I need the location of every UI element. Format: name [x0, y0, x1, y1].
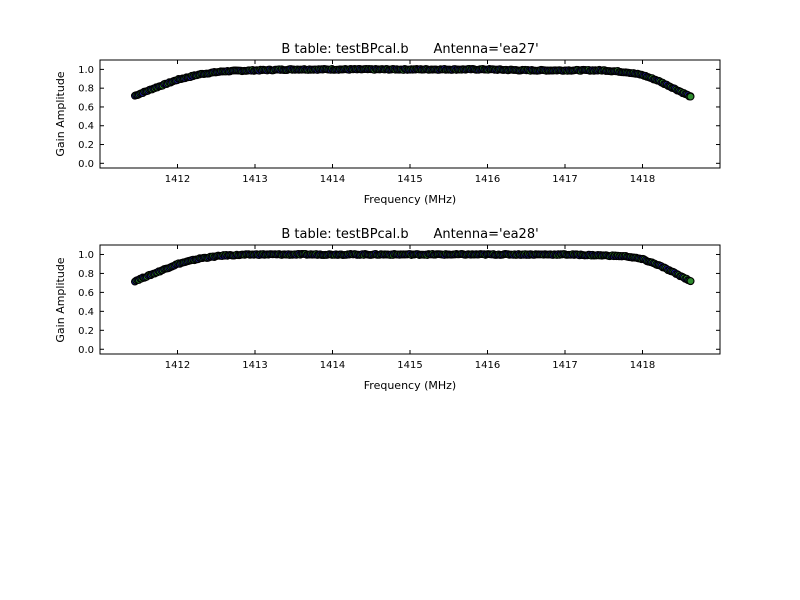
x-tick-label: 1412: [165, 174, 190, 185]
y-tick-label: 0.8: [78, 84, 94, 95]
y-axis-label: Gain Amplitude: [54, 257, 67, 342]
axis-ticks: 1412 1413 1414 1415 1416 1417 1418 0.0 0.2 0.4 0.6…: [78, 245, 720, 371]
x-tick-label: 1418: [630, 360, 655, 371]
chart-title: B table: testBPcal.b Antenna='ea28': [281, 227, 538, 242]
y-tick-label: 0.8: [78, 269, 94, 280]
x-tick-label: 1414: [320, 174, 345, 185]
y-tick-label: 1.0: [78, 250, 94, 261]
y-tick-label: 0.2: [78, 140, 94, 151]
plot-frame: [99, 244, 721, 355]
y-tick-label: 0.0: [78, 159, 94, 170]
y-tick-label: 0.6: [78, 102, 94, 113]
x-axis-label: Frequency (MHz): [364, 379, 456, 392]
y-tick-label: 1.0: [78, 65, 94, 76]
x-tick-label: 1418: [630, 174, 655, 185]
x-tick-label: 1417: [552, 360, 577, 371]
chart-panel-ea28: B table: testBPcal.b Antenna='ea28' Freq…: [54, 227, 721, 392]
y-tick-label: 0.2: [78, 326, 94, 337]
plot-frame: [99, 59, 721, 169]
x-tick-label: 1417: [552, 174, 577, 185]
y-axis-label: Gain Amplitude: [54, 71, 67, 156]
x-tick-label: 1414: [320, 360, 345, 371]
data-point: [686, 92, 695, 101]
data-point: [686, 277, 695, 285]
y-tick-label: 0.4: [78, 121, 94, 132]
x-tick-label: 1413: [242, 174, 267, 185]
data-points: [130, 250, 695, 286]
x-tick-label: 1416: [475, 360, 500, 371]
x-tick-label: 1412: [165, 360, 190, 371]
y-tick-label: 0.4: [78, 307, 94, 318]
x-tick-label: 1415: [397, 174, 422, 185]
y-tick-label: 0.0: [78, 345, 94, 356]
x-axis-label: Frequency (MHz): [364, 193, 456, 206]
chart-title: B table: testBPcal.b Antenna='ea27': [281, 42, 538, 57]
chart-panel-ea27: B table: testBPcal.b Antenna='ea27' Freq…: [54, 42, 721, 206]
y-tick-label: 0.6: [78, 288, 94, 299]
x-tick-label: 1415: [397, 360, 422, 371]
x-tick-label: 1413: [242, 360, 267, 371]
axis-ticks: 1412 1413 1414 1415 1416 1417 1418 0.0 0.2 0.4 0.6…: [78, 60, 720, 185]
data-points: [130, 64, 695, 101]
x-tick-label: 1416: [475, 174, 500, 185]
